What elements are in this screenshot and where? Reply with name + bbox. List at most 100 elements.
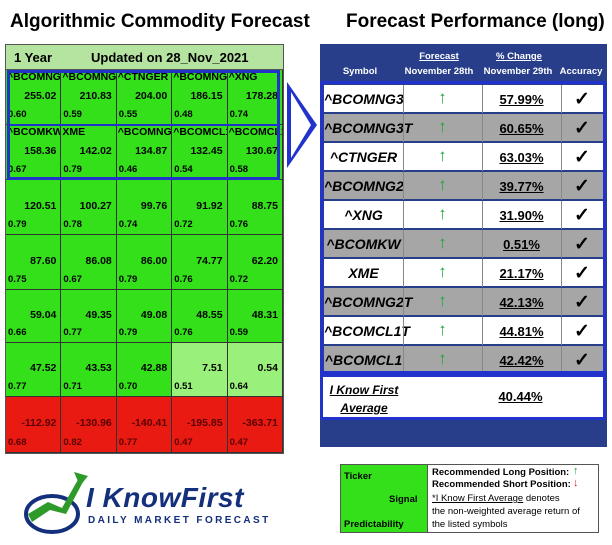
grid-cell: ^BCOMNG2T 134.87 0.46	[116, 125, 173, 180]
grid-cell: ^BCOMKW 158.36 0.67	[6, 125, 62, 180]
column-divider	[561, 201, 562, 229]
grid-cell: 91.92 0.72	[172, 180, 228, 235]
cell-signal: 99.76	[140, 200, 168, 212]
grid-cell: 100.27 0.78	[61, 180, 117, 235]
cell-predictability: 0.64	[229, 381, 249, 392]
grid-cell: -140.41 0.77	[116, 397, 173, 453]
legend-note-rest: denotes	[523, 493, 560, 504]
legend-up-arrow-icon: ↑	[573, 465, 579, 477]
cell-predictability: 0.59	[229, 327, 249, 338]
cell-ticker: ^BCOMNG3T	[62, 71, 117, 83]
average-label: I Know First Average	[329, 381, 399, 417]
cell-signal: 91.92	[196, 200, 223, 212]
performance-row: ^BCOMNG3T ↑ 60.65% ✓	[324, 113, 603, 142]
legend-short: Recommended Short Position:	[432, 479, 571, 490]
grid-cell: 59.04 0.66	[6, 290, 62, 343]
cell-predictability: 0.77	[8, 381, 27, 392]
cell-predictability: 0.72	[229, 274, 249, 285]
cell-signal: 130.67	[245, 145, 278, 157]
row-change: 60.65%	[499, 121, 544, 136]
row-symbol: ^BCOMKW	[326, 236, 401, 252]
forecast-date-header: November 28th	[404, 66, 474, 77]
column-divider	[403, 201, 404, 229]
cell-signal: 43.53	[85, 362, 112, 374]
cell-predictability: 0.79	[8, 219, 27, 230]
cell-ticker: ^BCOMNG2T	[117, 126, 172, 138]
up-arrow-icon: ↑	[438, 175, 447, 194]
cell-predictability: 0.66	[8, 327, 27, 338]
up-arrow-icon: ↑	[438, 117, 447, 136]
cell-signal: 86.08	[85, 255, 112, 267]
column-divider	[561, 230, 562, 258]
cell-signal: 186.15	[190, 90, 223, 102]
cell-predictability: 0.67	[8, 164, 27, 175]
grid-cell: 49.35 0.77	[61, 290, 117, 343]
cell-predictability: 0.76	[174, 274, 193, 285]
row-symbol: XME	[348, 265, 379, 281]
change-date-header: November 29th	[483, 66, 553, 77]
row-symbol: ^CTNGER	[329, 149, 398, 165]
top-signals-divider	[7, 124, 280, 126]
average-label-line2: Average	[340, 401, 388, 415]
average-row: I Know First Average 40.44%	[320, 374, 606, 420]
cell-signal: 49.35	[85, 309, 112, 321]
row-symbol: ^BCOMNG2T	[324, 294, 413, 310]
row-change: 0.51%	[503, 237, 540, 252]
check-icon: ✓	[574, 263, 590, 284]
check-icon: ✓	[574, 118, 590, 139]
legend-box: Ticker Signal Predictability Recommended…	[340, 464, 599, 533]
column-divider	[403, 259, 404, 287]
performance-row: ^BCOMCL1T ↑ 44.81% ✓	[324, 316, 603, 345]
cell-signal: -195.85	[186, 417, 223, 429]
cell-ticker: ^BCOMNG3	[7, 71, 62, 83]
check-icon: ✓	[574, 147, 590, 168]
cell-predictability: 0.58	[229, 164, 249, 175]
performance-row: ^BCOMNG3 ↑ 57.99% ✓	[324, 84, 603, 113]
cell-signal: 74.77	[196, 255, 223, 267]
up-arrow-icon: ↑	[438, 320, 447, 339]
check-icon: ✓	[574, 176, 590, 197]
grid-cell: ^BCOMNG2 186.15 0.48	[172, 70, 228, 125]
cell-signal: 62.20	[251, 255, 278, 267]
symbol-header: Symbol	[342, 66, 378, 77]
grid-cell: -363.71 0.47	[227, 397, 283, 453]
column-divider	[403, 230, 404, 258]
grid-cell: 120.51 0.79	[6, 180, 62, 235]
up-arrow-icon: ↑	[438, 88, 447, 107]
cell-predictability: 0.55	[118, 109, 138, 120]
change-header: % Change	[496, 51, 542, 62]
grid-header: 1 Year Updated on 28_Nov_2021	[6, 45, 283, 70]
cell-predictability: 0.79	[63, 164, 82, 175]
legend-predictability: Predictability	[344, 519, 404, 530]
check-icon: ✓	[574, 292, 590, 313]
column-divider	[561, 288, 562, 316]
row-change: 42.13%	[499, 295, 544, 310]
cell-signal: -130.96	[76, 417, 112, 429]
row-symbol: ^BCOMNG2	[324, 178, 404, 194]
legend-signal: Signal	[389, 494, 418, 505]
cell-signal: 142.02	[79, 145, 112, 157]
cell-signal: 100.27	[79, 200, 112, 212]
column-divider	[482, 346, 483, 374]
cell-predictability: 0.82	[63, 437, 82, 448]
row-symbol: ^BCOMNG3T	[324, 120, 413, 136]
cell-signal: 49.08	[140, 309, 168, 321]
up-arrow-icon: ↑	[438, 349, 447, 368]
grid-cell: 88.75 0.76	[227, 180, 283, 235]
cell-predictability: 0.51	[174, 381, 193, 392]
cell-predictability: 0.47	[229, 437, 249, 448]
grid-cell: -112.92 0.68	[6, 397, 62, 453]
column-divider	[561, 114, 562, 142]
column-divider	[482, 288, 483, 316]
grid-cell: XME 142.02 0.79	[61, 125, 117, 180]
column-divider	[561, 143, 562, 171]
performance-row: ^CTNGER ↑ 63.03% ✓	[324, 142, 603, 171]
cell-predictability: 0.79	[118, 274, 138, 285]
legend-note-em: *I Know First Average	[432, 493, 524, 504]
performance-row: ^BCOMNG2 ↑ 39.77% ✓	[324, 171, 603, 200]
left-title: Algorithmic Commodity Forecast	[10, 11, 310, 32]
cell-predictability: 0.76	[229, 219, 249, 230]
grid-cell: ^BCOMNG3T 210.83 0.59	[61, 70, 117, 125]
row-change: 44.81%	[499, 324, 544, 339]
cell-predictability: 0.74	[229, 109, 249, 120]
